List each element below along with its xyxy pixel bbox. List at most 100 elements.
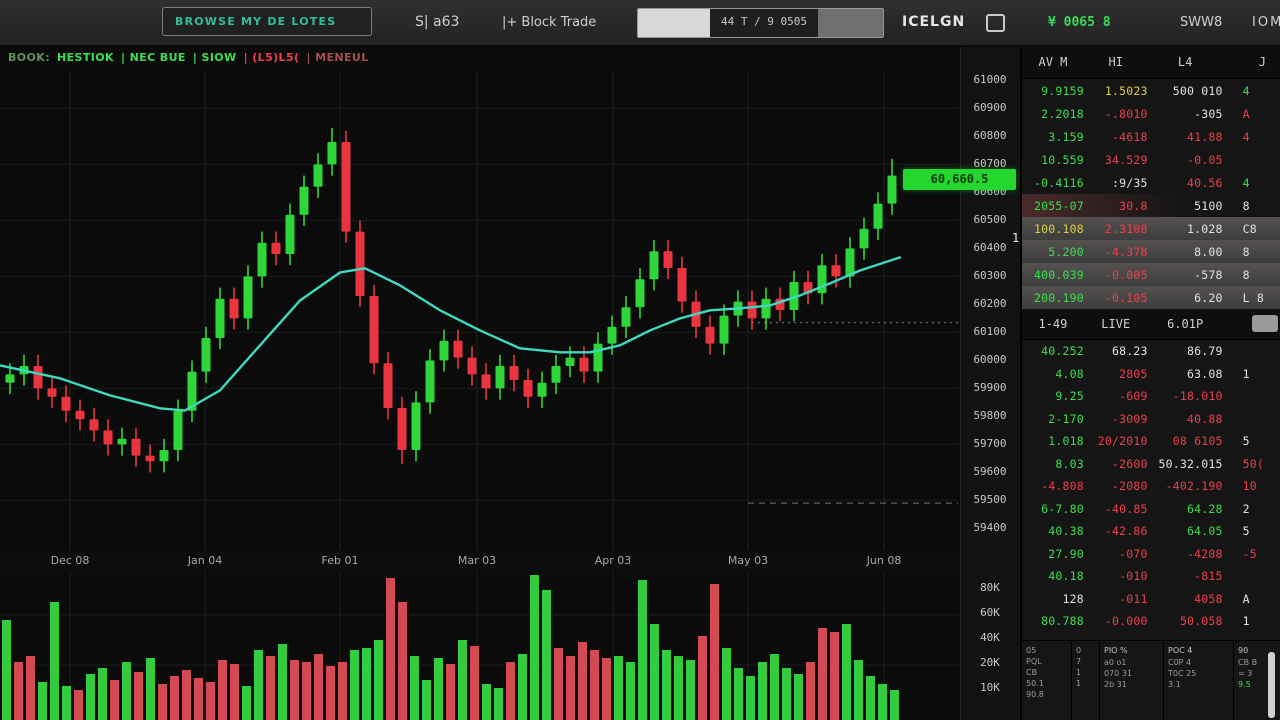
watchlist-row[interactable]: 400.039 -0.005 -578 8	[1022, 263, 1280, 286]
watchlist-row[interactable]: 2.2018 -.8010 -305 A	[1022, 102, 1280, 125]
menu-label-clipped[interactable]: IOM	[1252, 15, 1280, 30]
watchlist-row[interactable]: 9.9159 1.5023 500 010 4	[1022, 79, 1280, 102]
volume-panel[interactable]	[0, 572, 960, 720]
watchlist-cell: 5100	[1194, 198, 1223, 213]
volume-bar	[50, 602, 59, 720]
interval-segmented-control[interactable]: 44 T / 9 0505	[637, 8, 884, 38]
symbol-price-label[interactable]: S| a63	[415, 14, 460, 30]
volume-bar	[650, 624, 659, 720]
volume-bar	[110, 680, 119, 720]
legend-item[interactable]: | MENEUL	[306, 51, 369, 64]
watchlist-row[interactable]: 200.190 -0.105 6.20 L 8	[1022, 286, 1280, 309]
volume-bar	[290, 660, 299, 720]
price-axis[interactable]: 61000 60900 60800 60700 60600 60500 60400 60300…	[960, 45, 1021, 720]
volume-bar	[830, 632, 839, 720]
watchlist-row[interactable]: 40.252 68.23 86.79	[1022, 340, 1280, 363]
watchlist-cell: 63.08	[1187, 366, 1223, 381]
candle	[425, 349, 435, 414]
watchlist-row[interactable]: 40.18 -010 -815	[1022, 565, 1280, 588]
interval-segment-right[interactable]	[818, 9, 883, 37]
watchlist-cell: 1	[1242, 366, 1250, 381]
watchlist-cell: 1.028	[1187, 221, 1223, 236]
watchlist-row[interactable]: 3.159 -4618 41.88 4	[1022, 125, 1280, 148]
account-label[interactable]: SWW8	[1180, 15, 1223, 30]
watchlist-row[interactable]: -4.808 -2080 -402.190 10	[1022, 475, 1280, 498]
main-chart-panel[interactable]: BOOK: HESTIOK | NEC BUE | SIOW | (L5)L5( | ME…	[0, 45, 960, 550]
legend-item[interactable]: BOOK:	[8, 51, 51, 64]
legend-item[interactable]: | SIOW	[192, 51, 237, 64]
watchlist-cell: -4618	[1112, 129, 1148, 144]
watchlist-row[interactable]: 4.08 2805 63.08 1	[1022, 363, 1280, 386]
volume-bar	[530, 575, 539, 720]
volume-bar	[26, 656, 35, 720]
watchlist-row[interactable]: 2055-07 30.8 5100 8	[1022, 194, 1280, 217]
volume-bar	[506, 662, 515, 720]
watchlist-cell: 8	[1242, 198, 1250, 213]
volume-bar	[98, 668, 107, 720]
candle	[859, 217, 869, 260]
candle	[411, 391, 421, 462]
watchlist-row[interactable]: 10.559 34.529 -0.05	[1022, 148, 1280, 171]
volume-bar	[266, 656, 275, 720]
candle	[551, 354, 561, 394]
watchlist-row[interactable]: 100.108 2.3108 1.028 C8	[1022, 217, 1280, 240]
interval-segment-left[interactable]	[638, 9, 710, 37]
watchlist-row[interactable]: 5.200 -4.378 8.00 8	[1022, 240, 1280, 263]
watchlist-row[interactable]: 27.90 -070 -4208 -5	[1022, 543, 1280, 566]
watchlist-cell: L 8	[1242, 290, 1264, 305]
scrollbar-thumb[interactable]	[1268, 652, 1275, 718]
time-axis[interactable]: Dec 08 Jan 04 Feb 01 Mar 03 Apr 03 May 03 Jun …	[0, 550, 960, 572]
watchlist-cell: 128	[1062, 591, 1084, 606]
legend-item[interactable]: HESTIOK	[57, 51, 114, 64]
panel-menu-button[interactable]	[1252, 315, 1278, 332]
volume-bar	[434, 658, 443, 720]
price-axis-label: 59800	[973, 409, 1007, 423]
watchlist-cell: 4	[1242, 129, 1250, 144]
candle	[509, 354, 519, 392]
candle	[369, 284, 379, 375]
volume-bar	[614, 656, 623, 720]
watchlist-row[interactable]: 128 -011 4058 A	[1022, 588, 1280, 611]
legend-item[interactable]: | NEC BUE	[120, 51, 186, 64]
watchlist-row[interactable]: 80.788 -0.000 50.058 1	[1022, 610, 1280, 633]
watchlist-cell: -5	[1242, 546, 1257, 561]
column-header[interactable]: 6.01P	[1167, 317, 1204, 331]
search-input[interactable]: BROWSE MY DE LOTES	[162, 7, 372, 36]
volume-bar	[182, 670, 191, 720]
block-trade-button[interactable]: |+ Block Trade	[502, 15, 597, 30]
price-axis-label: 59400	[973, 521, 1007, 535]
watchlist-cell: -609	[1119, 389, 1148, 404]
watchlist-row[interactable]: 8.03 -2600 50.32.015 50(	[1022, 453, 1280, 476]
interval-segment-value[interactable]: 44 T / 9 0505	[710, 9, 818, 37]
column-header[interactable]: L4	[1177, 54, 1193, 69]
column-header[interactable]: HI	[1108, 54, 1123, 69]
watchlist-cell: 68.23	[1112, 344, 1148, 359]
candle	[33, 354, 43, 400]
price-axis-label: 60400	[973, 241, 1007, 255]
footer-column-header: 90	[1238, 646, 1249, 655]
column-header[interactable]: LIVE	[1101, 317, 1131, 331]
column-header[interactable]: J	[1258, 54, 1266, 69]
watchlist-row[interactable]: 6-7.80 -40.85 64.28 2	[1022, 498, 1280, 521]
footer-stats-column: POC 4 C0P 4 T0C 25 3.1	[1164, 641, 1234, 720]
watchlist-header-row: AV M HI L4 J	[1022, 45, 1280, 79]
watchlist-row[interactable]: 2-170 -3009 40.88	[1022, 408, 1280, 431]
watchlist-row[interactable]: -0.4116:9/35 40.56 4	[1022, 171, 1280, 194]
column-header[interactable]: 1-49	[1038, 317, 1068, 331]
column-header[interactable]: AV M	[1038, 54, 1068, 69]
volume-bar	[194, 678, 203, 720]
watchlist-row[interactable]: 40.38 -42.86 64.05 5	[1022, 520, 1280, 543]
watchlist-cell: 8	[1242, 244, 1250, 259]
price-axis-label: 60800	[973, 129, 1007, 143]
candle	[789, 270, 799, 322]
watchlist-cell: 9.25	[1055, 389, 1084, 404]
watchlist-row[interactable]: 9.25 -609 -18.010	[1022, 385, 1280, 408]
legend-item[interactable]: | (L5)L5(	[243, 51, 300, 64]
footer-column-header: POC 4	[1168, 646, 1193, 655]
chart-window-icon[interactable]	[986, 14, 1005, 32]
candlestick-chart[interactable]	[0, 72, 960, 550]
watchlist-cell: 2	[1242, 501, 1250, 516]
time-axis-label: Feb 01	[321, 554, 359, 567]
watchlist-row[interactable]: 1.018 20/2010 08 6105 5	[1022, 430, 1280, 453]
watchlist-cell: 41.88	[1187, 129, 1223, 144]
